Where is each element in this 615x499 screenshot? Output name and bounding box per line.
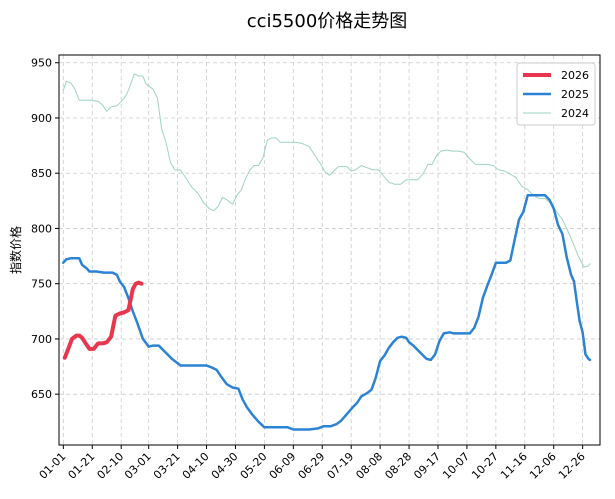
x-tick-label: 04-10	[180, 450, 212, 482]
legend: 2026 2025 2024	[516, 62, 596, 126]
series-line-2025	[62, 194, 592, 431]
y-tick-label: 700	[31, 333, 52, 346]
x-tick-label: 06-29	[296, 450, 328, 482]
x-tick-label: 10-27	[469, 450, 501, 482]
x-tick-label: 10-07	[440, 450, 472, 482]
y-tick-label: 800	[31, 222, 52, 235]
y-axis-label: 指数价格	[8, 226, 23, 274]
x-tick-label: 09-17	[411, 450, 443, 482]
plot-frame	[58, 54, 601, 446]
x-tick-label: 01-01	[37, 450, 69, 482]
x-tick-label: 08-08	[353, 450, 385, 482]
legend-label-2026: 2026	[561, 69, 589, 82]
series-line-2024	[62, 73, 591, 268]
y-tick-label: 850	[31, 167, 52, 180]
axes: 650 700 750 800 850 900 950 01-0101-2102-1003-0…	[31, 57, 588, 482]
x-tick-label: 11-16	[498, 450, 530, 482]
x-tick-label: 12-06	[527, 450, 559, 482]
legend-label-2024: 2024	[561, 107, 589, 120]
y-tick-label: 950	[31, 57, 52, 70]
series-line-2026	[62, 280, 144, 360]
x-tick-label: 03-01	[122, 450, 154, 482]
legend-label-2025: 2025	[561, 88, 589, 101]
x-tick-label: 07-19	[325, 450, 357, 482]
x-tick-label: 05-20	[238, 450, 270, 482]
chart-title: cci5500价格走势图	[247, 11, 408, 32]
y-tick-label: 900	[31, 112, 52, 125]
y-tick-label: 750	[31, 278, 52, 291]
x-tick-label: 03-21	[151, 450, 183, 482]
x-tick-label: 12-26	[556, 450, 588, 482]
x-tick-label: 02-10	[95, 450, 127, 482]
series-lines	[62, 73, 592, 431]
x-tick-label: 08-28	[382, 450, 414, 482]
legend-box	[516, 62, 596, 126]
x-tick-label: 04-30	[209, 450, 241, 482]
x-tick-label: 06-09	[267, 450, 299, 482]
y-tick-label: 650	[31, 388, 52, 401]
x-tick-label: 01-21	[66, 450, 98, 482]
